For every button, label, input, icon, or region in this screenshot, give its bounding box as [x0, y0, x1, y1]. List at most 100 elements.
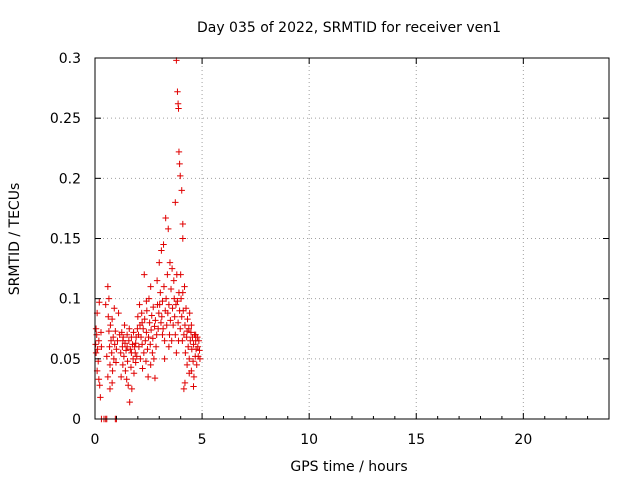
y-tick-label: 0.2	[59, 171, 81, 187]
data-point	[133, 353, 140, 360]
data-point	[188, 321, 195, 329]
data-point	[148, 312, 155, 319]
axis-ticks: 0 5 10 15 20 0 0.05 0.1 0.15 0.2 0.25 0.3	[50, 51, 609, 448]
data-point	[123, 331, 131, 338]
data-point	[123, 376, 130, 383]
data-point	[179, 235, 187, 242]
data-point	[171, 295, 178, 302]
data-point	[187, 337, 194, 344]
data-point	[181, 283, 188, 290]
y-tick-label: 0.25	[50, 111, 81, 127]
data-point	[124, 382, 132, 389]
data-point	[175, 105, 182, 112]
data-point	[192, 331, 199, 338]
data-point	[115, 309, 122, 317]
data-point	[105, 327, 113, 335]
data-point	[172, 199, 179, 206]
data-point	[113, 346, 120, 353]
y-axis-title: SRMTID / TECUs	[7, 183, 23, 296]
data-point	[106, 361, 114, 369]
data-point	[92, 325, 100, 332]
data-point	[139, 365, 146, 372]
data-point	[182, 305, 190, 312]
data-point	[126, 325, 133, 332]
data-point	[110, 333, 117, 341]
data-point	[164, 309, 172, 317]
data-point	[184, 315, 191, 323]
data-point	[117, 349, 124, 357]
data-point	[117, 373, 125, 381]
data-point	[92, 349, 100, 357]
data-point	[95, 376, 103, 383]
data-point	[178, 187, 185, 194]
data-point	[157, 289, 164, 296]
data-point	[96, 382, 103, 389]
data-point	[122, 367, 129, 375]
data-point	[104, 283, 112, 290]
data-point	[176, 160, 183, 168]
data-point	[132, 339, 139, 347]
data-point	[173, 349, 180, 357]
data-point	[159, 331, 166, 338]
data-point	[178, 313, 185, 320]
data-point	[184, 343, 192, 350]
data-point	[139, 325, 147, 332]
data-point	[151, 323, 158, 330]
data-point	[144, 346, 151, 353]
data-point	[193, 361, 200, 369]
data-point	[183, 327, 191, 335]
data-point	[97, 329, 105, 336]
x-tick-label: 20	[514, 432, 532, 448]
grid-lines	[95, 58, 609, 419]
data-point	[163, 321, 170, 329]
data-point	[112, 327, 119, 335]
data-point	[108, 315, 116, 323]
data-point	[166, 259, 174, 266]
y-tick-label: 0.3	[59, 51, 81, 67]
data-point	[159, 325, 167, 332]
data-point	[96, 299, 103, 306]
data-point	[170, 277, 178, 284]
y-tick-label: 0.1	[59, 292, 81, 308]
data-point	[105, 295, 113, 302]
data-point	[92, 341, 99, 348]
data-point	[124, 358, 131, 365]
x-axis-title: GPS time / hours	[290, 459, 407, 475]
data-point	[175, 148, 183, 156]
data-point	[107, 337, 115, 344]
data-point	[189, 358, 197, 365]
data-point	[181, 321, 189, 329]
data-point	[194, 343, 201, 350]
data-point	[149, 349, 156, 357]
x-tick-label: 5	[198, 432, 207, 448]
data-point	[97, 394, 104, 401]
data-point	[190, 383, 197, 390]
data-point	[138, 309, 145, 317]
y-tick-label: 0	[72, 412, 81, 428]
data-point	[172, 301, 180, 308]
data-point	[158, 313, 166, 320]
y-tick-label: 0.15	[50, 232, 81, 248]
data-point	[127, 364, 135, 371]
data-point	[146, 319, 153, 326]
data-point	[104, 373, 112, 381]
data-point	[141, 315, 148, 323]
data-point	[129, 355, 137, 363]
data-point	[157, 319, 165, 326]
data-point	[108, 379, 116, 387]
data-point	[182, 349, 189, 357]
data-point	[135, 343, 143, 350]
data-point	[151, 374, 159, 382]
data-point	[186, 355, 193, 363]
data-point	[167, 317, 174, 324]
data-point	[109, 367, 116, 375]
data-point	[128, 349, 135, 357]
data-point	[138, 341, 146, 348]
data-point	[150, 303, 157, 311]
data-point	[179, 289, 187, 296]
data-point	[119, 361, 127, 369]
data-point	[123, 343, 131, 350]
data-point	[150, 355, 158, 363]
x-tick-label: 10	[300, 432, 318, 448]
